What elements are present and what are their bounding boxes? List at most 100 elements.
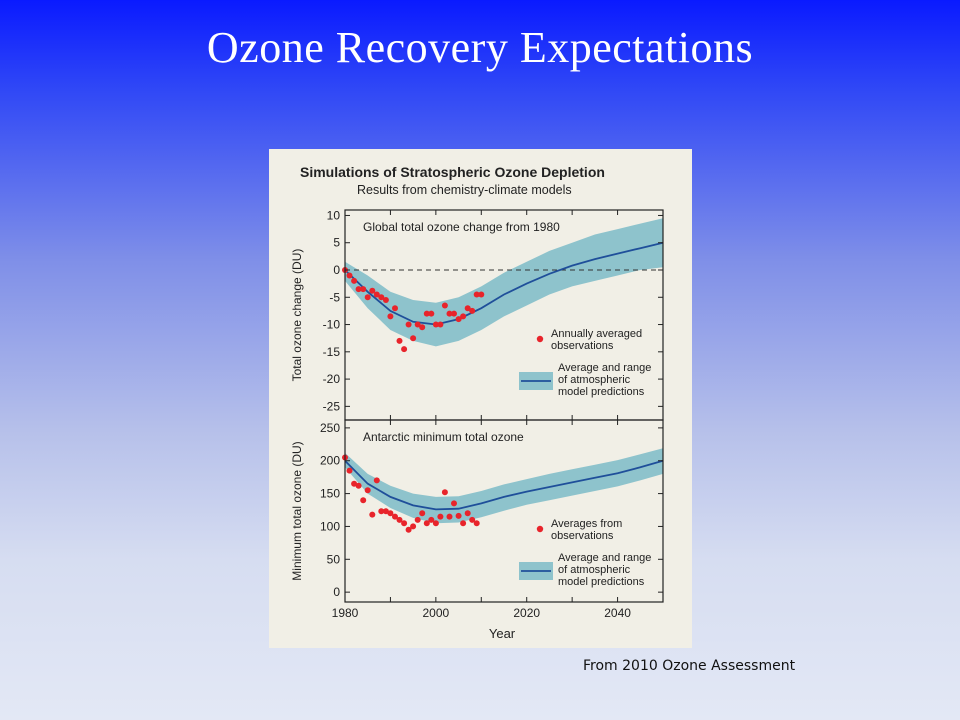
y-tick-label: 150 xyxy=(320,487,340,501)
y-axis-label: Minimum total ozone (DU) xyxy=(290,441,304,580)
observation-point xyxy=(441,302,448,309)
observation-point xyxy=(378,508,385,515)
observation-point xyxy=(451,310,457,317)
legend-model-label: model predictions xyxy=(558,386,645,398)
figure-title: Simulations of Stratospheric Ozone Deple… xyxy=(300,164,605,180)
legend-model-label: model predictions xyxy=(558,576,645,588)
observation-point xyxy=(387,313,394,320)
y-tick-label: -20 xyxy=(323,372,341,386)
observation-point xyxy=(469,307,476,314)
observation-point xyxy=(455,316,462,323)
observation-point xyxy=(355,286,362,293)
observation-point xyxy=(460,313,467,320)
legend-observation-label: observations xyxy=(551,530,614,542)
ozone-figure: Simulations of Stratospheric Ozone Deple… xyxy=(269,149,692,648)
observation-point xyxy=(419,510,426,517)
observation-point xyxy=(378,294,385,301)
observation-point xyxy=(392,513,398,520)
observation-point xyxy=(364,487,371,494)
y-tick-label: 0 xyxy=(333,263,340,277)
observation-point xyxy=(360,286,367,293)
observation-point xyxy=(346,467,353,474)
observation-point xyxy=(410,523,417,530)
observation-point xyxy=(464,305,471,312)
panel-title: Global total ozone change from 1980 xyxy=(363,220,560,234)
x-tick-label: 2040 xyxy=(604,606,631,620)
observation-point xyxy=(419,324,426,331)
chart-panel-2: 250 200 150 100 50 0 1980 2000 2020 2040 Antarctic… xyxy=(290,419,664,620)
y-tick-label: 10 xyxy=(327,208,341,222)
observation-point xyxy=(401,520,408,527)
observation-point xyxy=(382,508,389,515)
observation-point xyxy=(414,516,421,523)
observation-point xyxy=(441,489,448,496)
y-tick-label: 100 xyxy=(320,519,340,533)
legend-model-label: of atmospheric xyxy=(558,374,631,386)
x-tick-label: 2000 xyxy=(423,606,450,620)
model-range-band xyxy=(345,448,663,524)
observation-point xyxy=(355,482,362,489)
observation-point xyxy=(437,321,444,328)
y-tick-label: 50 xyxy=(327,552,341,566)
observation-point xyxy=(351,277,358,284)
observation-point xyxy=(473,291,480,298)
observation-point xyxy=(373,291,380,298)
y-tick-label: 0 xyxy=(333,585,340,599)
observation-point xyxy=(446,310,453,317)
x-tick-label: 2020 xyxy=(513,606,540,620)
figure-subtitle: Results from chemistry-climate models xyxy=(357,183,572,197)
legend-model-label: of atmospheric xyxy=(558,564,631,576)
legend-model-label: Average and range xyxy=(558,362,651,374)
observation-point xyxy=(351,480,358,487)
observation-point xyxy=(423,310,430,317)
y-tick-label: -25 xyxy=(323,399,341,413)
observation-point xyxy=(446,513,453,520)
legend-model-label: Average and range xyxy=(558,552,651,564)
panel-title: Antarctic minimum total ozone xyxy=(363,430,524,444)
observation-point xyxy=(410,335,417,342)
observation-point xyxy=(346,272,353,279)
legend-observation-marker xyxy=(536,525,544,533)
y-tick-label: -10 xyxy=(323,318,341,332)
y-tick-label: -5 xyxy=(329,290,340,304)
slide-title: Ozone Recovery Expectations xyxy=(206,23,754,72)
observation-point xyxy=(364,294,371,301)
observation-point xyxy=(423,520,430,527)
observation-point xyxy=(396,337,403,344)
observation-point xyxy=(360,497,367,504)
x-axis-label: Year xyxy=(489,626,516,641)
observation-point xyxy=(428,310,435,317)
y-tick-label: 250 xyxy=(320,421,340,435)
observation-point xyxy=(396,516,403,523)
observation-point xyxy=(414,321,421,328)
y-tick-label: 5 xyxy=(333,236,340,250)
observation-point xyxy=(405,526,412,533)
observation-point xyxy=(405,321,412,328)
observation-point xyxy=(432,520,439,527)
observation-point xyxy=(460,520,467,527)
legend-observation-marker xyxy=(536,335,544,343)
observation-point xyxy=(451,500,457,507)
chart-panel-1: 10 5 0 -5 -10 -15 -20 -25 Global total ozone cha… xyxy=(290,208,664,421)
x-tick-label: 1980 xyxy=(332,606,359,620)
observation-point xyxy=(469,516,476,523)
legend-observation-label: Averages from xyxy=(551,518,622,530)
y-tick-label: -15 xyxy=(323,345,341,359)
model-mean-line xyxy=(344,459,664,511)
observation-point xyxy=(428,516,435,523)
observation-point xyxy=(373,477,380,484)
observation-point xyxy=(473,520,480,527)
model-mean-line xyxy=(344,241,664,326)
observation-point xyxy=(432,321,439,328)
legend-observation-label: Annually averaged xyxy=(551,328,642,340)
observation-point xyxy=(437,513,444,520)
y-tick-label: 200 xyxy=(320,454,340,468)
observation-point xyxy=(392,305,398,312)
source-note: From 2010 Ozone Assessment xyxy=(583,658,796,674)
legend-observation-label: observations xyxy=(551,340,614,352)
observation-point xyxy=(382,297,389,303)
y-axis-label: Total ozone change (DU) xyxy=(290,249,304,382)
ozone-figure-svg: Simulations of Stratospheric Ozone Deple… xyxy=(290,164,664,641)
observation-point xyxy=(369,287,376,294)
